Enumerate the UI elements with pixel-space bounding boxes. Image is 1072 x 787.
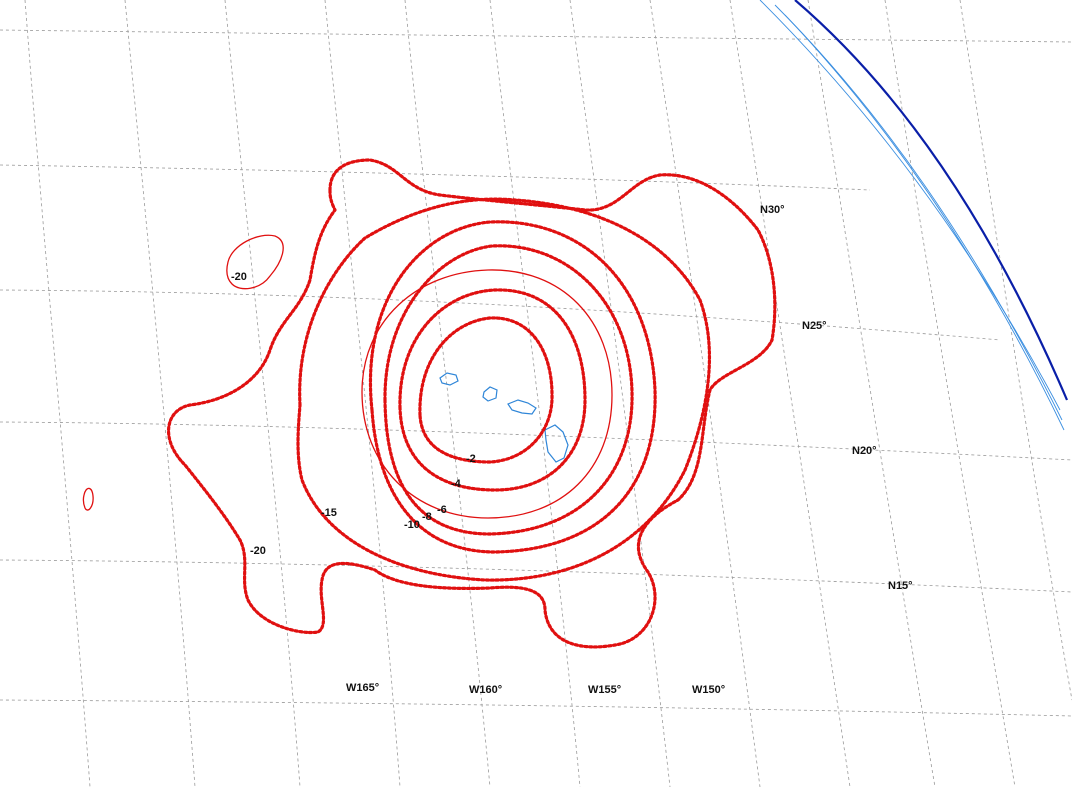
lat-label-n30: N30° [760, 204, 785, 216]
contour-2 [418, 316, 554, 464]
contour-label-8: -8 [422, 511, 432, 523]
lon-label-w160: W160° [469, 684, 502, 696]
contour-label-15: -15 [321, 507, 337, 519]
lat-label-n25: N25° [802, 320, 827, 332]
contour-small-west [82, 487, 94, 511]
graticule-meridians [24, 0, 1072, 787]
latitude-labels: N30° N25° N20° N15° [760, 204, 913, 592]
lat-label-n20: N20° [852, 445, 877, 457]
island-niihau-kauai [439, 372, 459, 386]
lon-label-w155: W155° [588, 684, 621, 696]
contour-4 [398, 288, 587, 492]
longitude-labels: W165° W160° W155° W150° [346, 682, 725, 696]
graticule-parallels [0, 29, 1072, 717]
contour-8 [383, 244, 634, 536]
contour-label-2: -2 [466, 453, 476, 465]
globe-limb [759, 0, 1069, 431]
contour-20-main [167, 158, 777, 649]
contour-label-20-south: -20 [250, 545, 266, 557]
island-hawaii [544, 424, 569, 463]
contour-label-10: -10 [404, 519, 420, 531]
lon-label-w165: W165° [346, 682, 379, 694]
contour-labels: -2 -4 -6 -8 -10 -15 -20 -20 [231, 271, 476, 557]
contour-6 [361, 269, 613, 519]
contour-20-west [226, 234, 284, 290]
contour-label-20-west: -20 [231, 271, 247, 283]
contour-label-6: -6 [437, 504, 447, 516]
lat-label-n15: N15° [888, 580, 913, 592]
contour-15 [296, 197, 712, 582]
contour-10 [369, 220, 657, 554]
contour-label-4: -4 [451, 478, 462, 490]
contours [82, 158, 777, 649]
island-oahu [482, 386, 498, 402]
island-molokai-maui [507, 399, 537, 415]
hawaiian-islands [439, 372, 569, 463]
lon-label-w150: W150° [692, 684, 725, 696]
